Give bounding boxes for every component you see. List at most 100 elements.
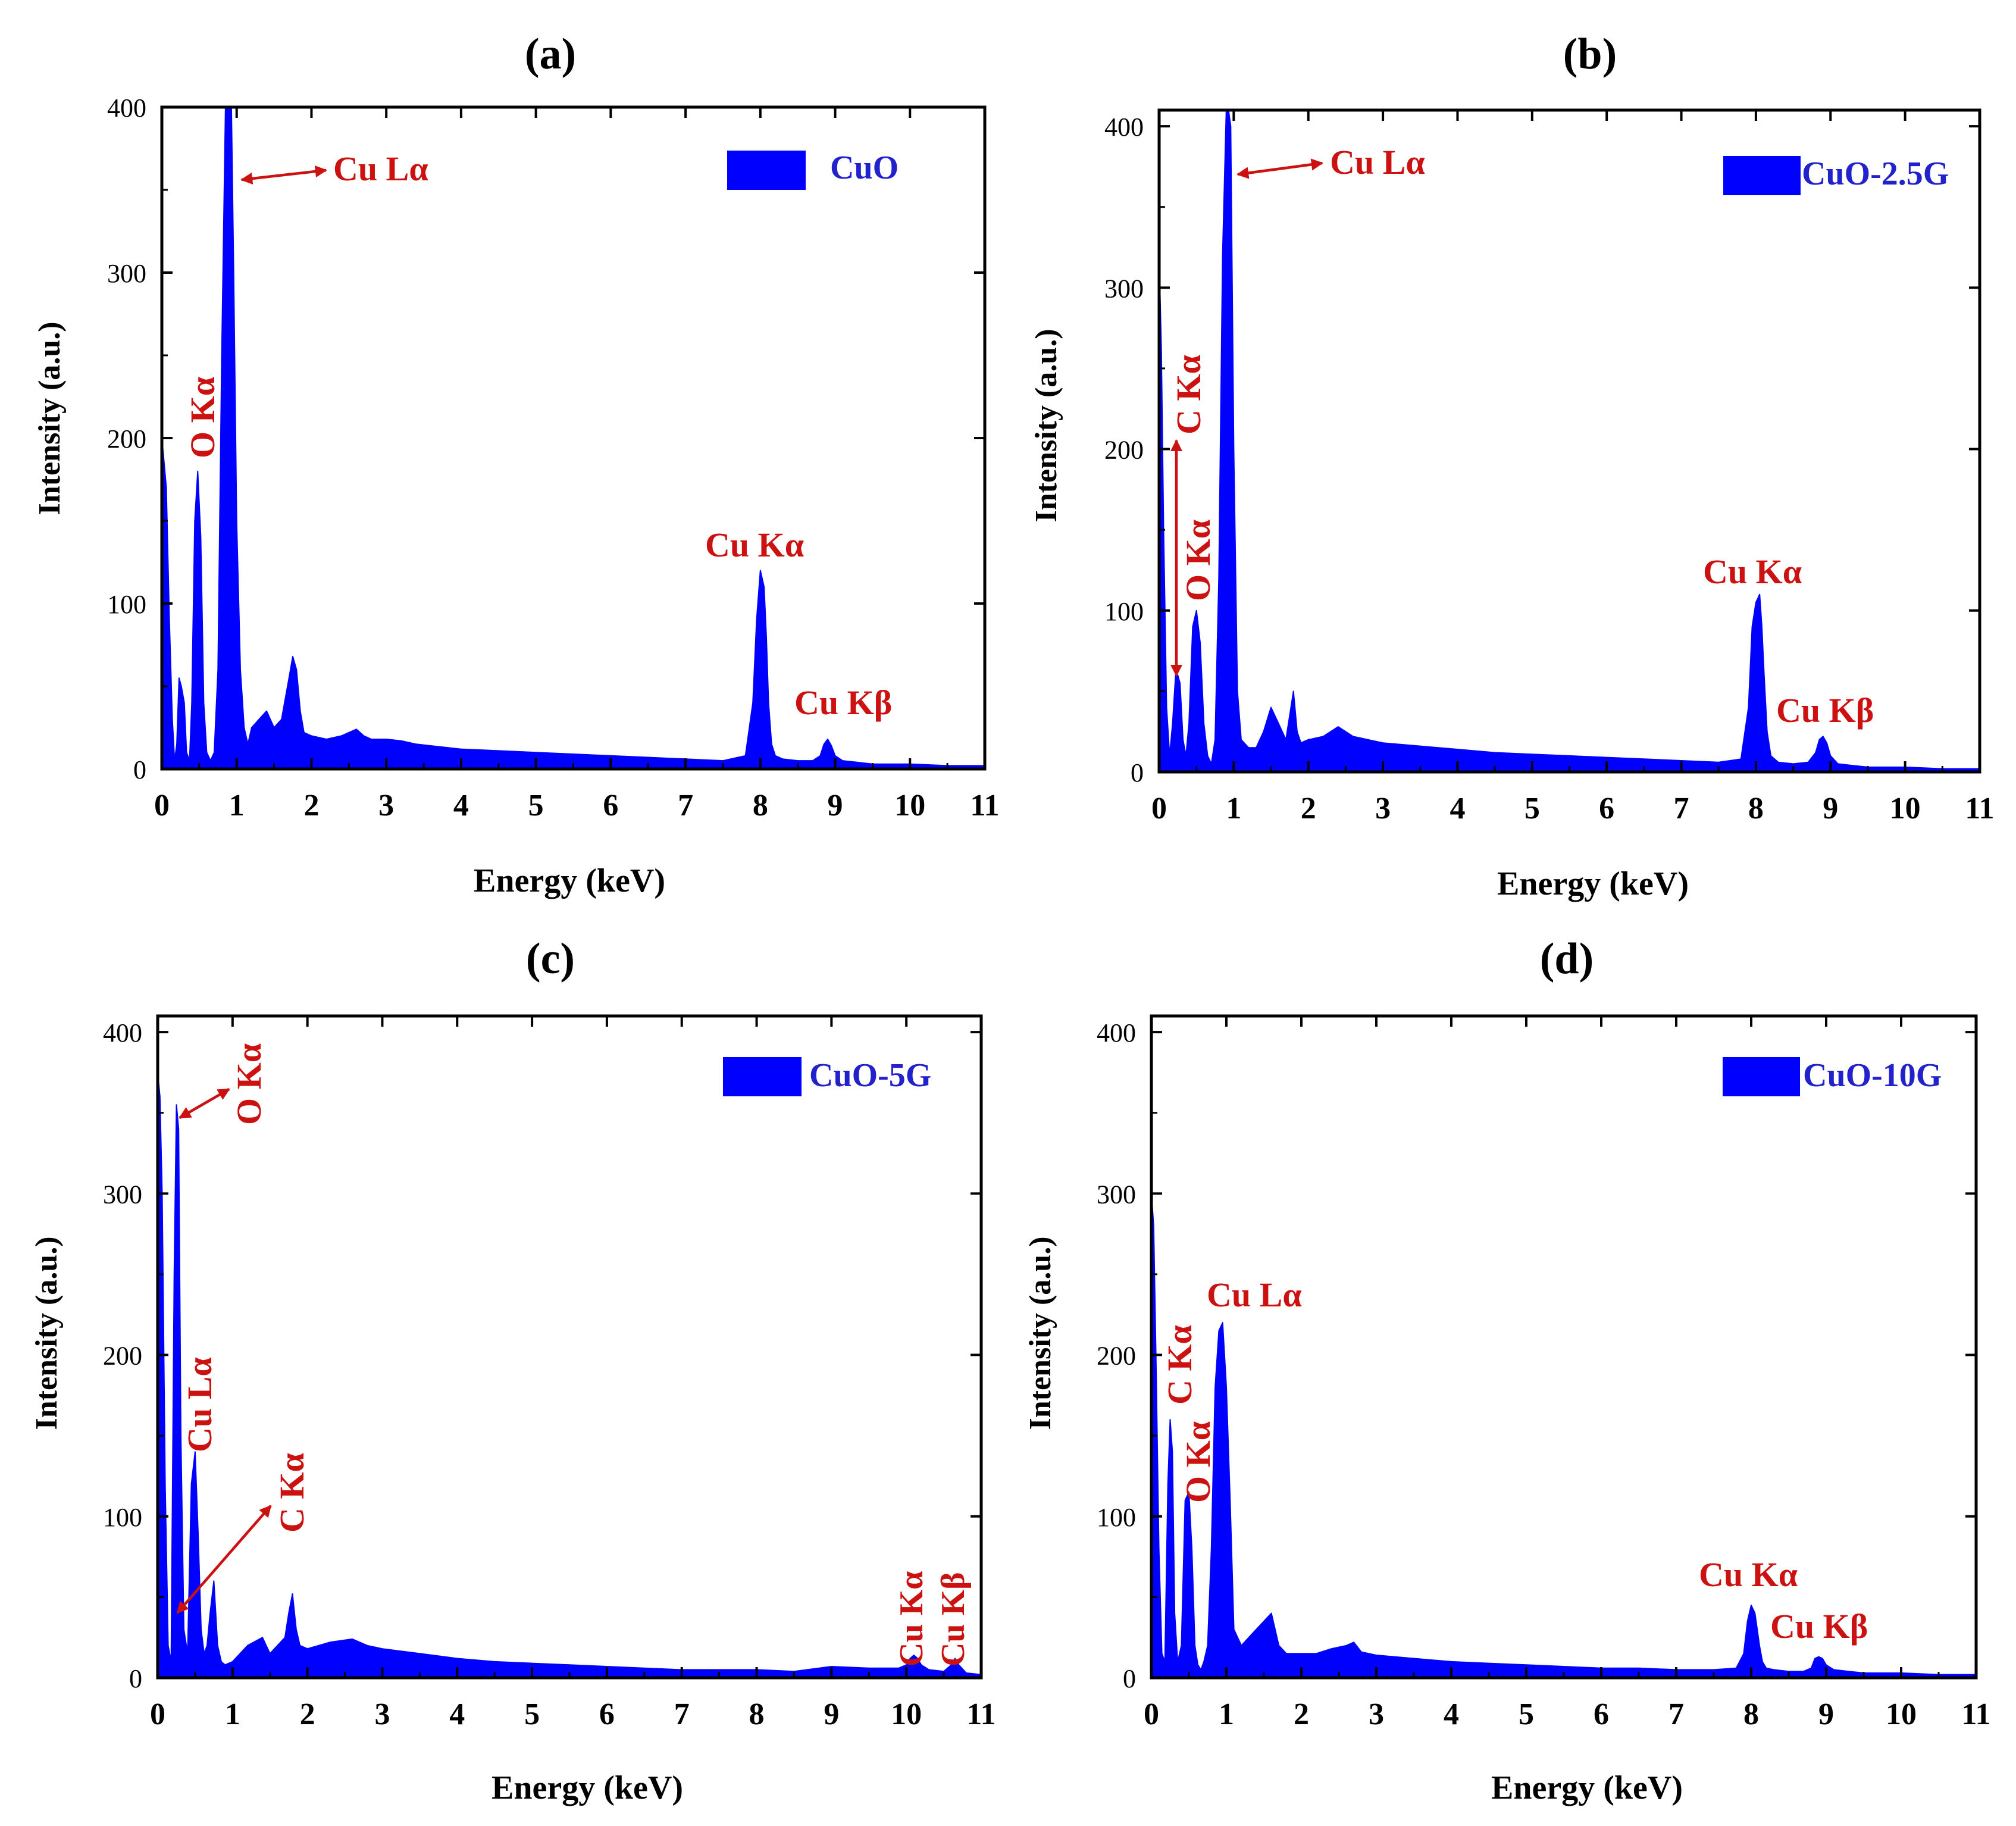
panel-b: (b) 0 1 2 3 4 5 6 7 8 9 10 11 0 100 200 300 400 Energy … xyxy=(1029,30,1995,902)
panel-d: (d) 0 1 2 3 4 5 6 7 8 9 10 11 0 100 200 300 400 Energy … xyxy=(1023,934,1991,1806)
y-axis-label: Intensity (a.u.) xyxy=(33,321,67,515)
y-axis: 0 100 200 300 400 xyxy=(1104,112,1980,787)
y-axis-label: Intensity (a.u.) xyxy=(1023,1236,1057,1430)
y-tick-label: 200 xyxy=(107,424,146,454)
x-tick-label: 4 xyxy=(1444,1697,1459,1731)
x-axis: 0 1 2 3 4 5 6 7 8 9 10 11 xyxy=(150,1016,996,1731)
x-axis-label: Energy (keV) xyxy=(474,862,665,899)
y-tick-label: 300 xyxy=(103,1180,142,1209)
x-axis: 0 1 2 3 4 5 6 7 8 9 10 11 xyxy=(1151,110,1995,826)
x-tick-label: 8 xyxy=(1743,1697,1759,1731)
annotation-label: O Kα xyxy=(230,1043,268,1125)
y-tick-label: 100 xyxy=(1104,597,1144,626)
spectrum-area xyxy=(1151,1193,1977,1678)
y-axis: 0 100 200 300 400 xyxy=(107,93,985,784)
annotation-label: O Kα xyxy=(1179,520,1217,601)
y-tick-label: 0 xyxy=(1131,758,1144,787)
x-tick-label: 2 xyxy=(1301,792,1316,826)
annotation-label: Cu Kβ xyxy=(935,1572,972,1666)
y-tick-label: 100 xyxy=(103,1503,142,1532)
spectrum-fill xyxy=(1151,1193,1977,1678)
legend-label: CuO xyxy=(830,149,899,186)
annotation-label: Cu Kα xyxy=(705,526,804,564)
x-tick-label: 2 xyxy=(1294,1697,1309,1731)
y-tick-label: 100 xyxy=(107,590,146,619)
x-tick-label: 9 xyxy=(1823,792,1838,826)
y-tick-label: 0 xyxy=(133,755,146,784)
x-tick-label: 0 xyxy=(150,1697,165,1731)
x-tick-label: 2 xyxy=(300,1697,315,1731)
annotation-label: C Kα xyxy=(1169,355,1208,434)
legend-label: CuO-2.5G xyxy=(1802,155,1949,192)
x-tick-label: 2 xyxy=(303,789,319,823)
x-tick-label: 9 xyxy=(824,1697,839,1731)
plot-frame xyxy=(1157,108,1981,774)
annotation-label: Cu Kβ xyxy=(1776,691,1874,730)
spectrum-area xyxy=(157,1071,982,1678)
x-tick-label: 9 xyxy=(1818,1697,1834,1731)
x-tick-label: 3 xyxy=(374,1697,390,1731)
x-tick-label: 0 xyxy=(154,789,170,823)
legend-swatch xyxy=(1723,156,1801,195)
legend-swatch xyxy=(1723,1057,1800,1096)
y-axis-label: Intensity (a.u.) xyxy=(30,1236,64,1430)
x-tick-label: 4 xyxy=(449,1697,465,1731)
annotation-label: C Kα xyxy=(273,1453,311,1533)
x-tick-label: 1 xyxy=(225,1697,240,1731)
x-tick-label: 1 xyxy=(229,789,245,823)
panel-c: (c) 0 1 2 3 4 5 6 7 8 9 10 11 0 100 200 300 400 Energy … xyxy=(30,934,996,1806)
x-tick-label: 8 xyxy=(753,789,768,823)
spectrum-fill xyxy=(161,107,985,770)
x-axis-label: Energy (keV) xyxy=(1497,865,1689,902)
panel-label: (c) xyxy=(526,934,575,983)
annotation-label: Cu Kβ xyxy=(794,683,892,722)
annotation-label: O Kα xyxy=(1179,1421,1217,1503)
x-tick-label: 6 xyxy=(603,789,618,823)
y-tick-label: 400 xyxy=(1097,1018,1136,1048)
annotation-label: Cu Lα xyxy=(180,1357,219,1452)
x-tick-label: 10 xyxy=(891,1697,922,1731)
x-tick-label: 0 xyxy=(1144,1697,1159,1731)
spectrum-fill xyxy=(157,1071,982,1678)
x-tick-label: 1 xyxy=(1219,1697,1234,1731)
x-tick-label: 10 xyxy=(1890,792,1921,826)
x-axis: 0 1 2 3 4 5 6 7 8 9 10 11 xyxy=(154,107,1000,823)
x-tick-label: 8 xyxy=(1748,792,1764,826)
x-tick-label: 7 xyxy=(1674,792,1689,826)
spectrum-fill xyxy=(1159,110,1980,773)
x-tick-label: 3 xyxy=(378,789,394,823)
x-tick-label: 7 xyxy=(1668,1697,1684,1731)
legend-label: CuO-5G xyxy=(809,1057,931,1094)
annotation-arrow xyxy=(179,1088,230,1119)
y-tick-label: 300 xyxy=(1104,274,1144,303)
annotation-label: Cu Kα xyxy=(1703,552,1802,591)
x-tick-label: 7 xyxy=(674,1697,690,1731)
y-tick-label: 200 xyxy=(1104,436,1144,465)
y-tick-label: 200 xyxy=(103,1342,142,1371)
y-tick-label: 0 xyxy=(1123,1664,1136,1693)
panel-label: (a) xyxy=(525,30,576,79)
annotation-arrow xyxy=(240,165,328,185)
x-tick-label: 5 xyxy=(524,1697,540,1731)
legend-swatch xyxy=(727,151,806,190)
panel-a: (a) 0 1 2 3 4 5 6 7 8 9 10 11 0 100 200 300 400 Energy … xyxy=(33,30,1000,899)
annotation-arrow xyxy=(1236,158,1324,179)
x-tick-label: 5 xyxy=(1524,792,1540,826)
annotation-label: Cu Kα xyxy=(893,1571,930,1666)
y-tick-label: 400 xyxy=(103,1018,142,1048)
y-tick-label: 400 xyxy=(1104,112,1144,142)
x-tick-label: 3 xyxy=(1369,1697,1384,1731)
x-tick-label: 11 xyxy=(970,789,999,823)
annotation-label: C Kα xyxy=(1160,1325,1199,1405)
x-tick-label: 11 xyxy=(966,1697,996,1731)
spectrum-area xyxy=(161,107,985,770)
x-tick-label: 11 xyxy=(1961,1697,1990,1731)
legend-label: CuO-10G xyxy=(1803,1057,1942,1094)
y-tick-label: 200 xyxy=(1097,1342,1136,1371)
x-tick-label: 5 xyxy=(528,789,544,823)
x-tick-label: 11 xyxy=(1965,792,1994,826)
y-axis: 0 100 200 300 400 xyxy=(103,1018,981,1693)
y-tick-label: 300 xyxy=(107,259,146,288)
plot-frame xyxy=(1150,1014,1978,1680)
